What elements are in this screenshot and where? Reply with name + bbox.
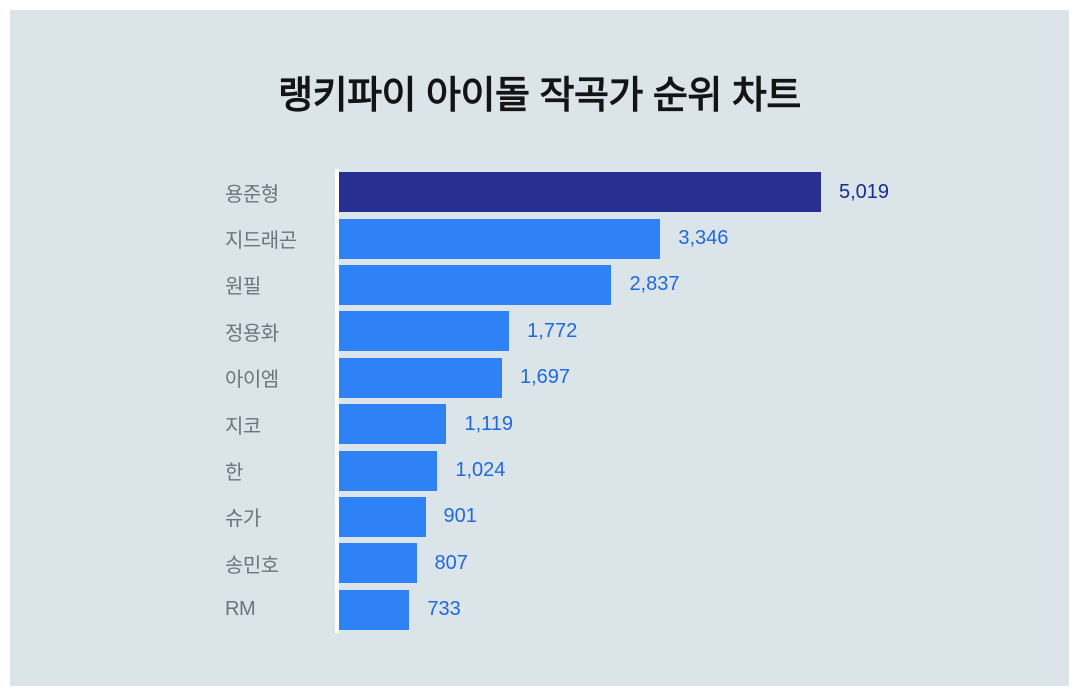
category-label: 아이엠 bbox=[225, 369, 279, 392]
bar-area: 1,697 bbox=[335, 355, 1065, 401]
bar bbox=[339, 450, 438, 491]
category-label: 지코 bbox=[225, 415, 261, 438]
bar bbox=[339, 264, 612, 305]
bar-area: 1,024 bbox=[335, 447, 1065, 493]
value-label: 5,019 bbox=[839, 180, 890, 203]
bar-chart: 용준형 5,019 지드래곤 3,346 원필 2,837 정용화 1,772 … bbox=[225, 169, 1065, 633]
value-label: 901 bbox=[443, 505, 477, 528]
chart-row: 아이엠 1,697 bbox=[225, 355, 1065, 401]
chart-panel: 랭키파이 아이돌 작곡가 순위 차트 용준형 5,019 지드래곤 3,346 … bbox=[10, 10, 1069, 686]
category-label: 한 bbox=[225, 462, 243, 485]
bar bbox=[339, 172, 821, 213]
bar-area: 5,019 bbox=[335, 169, 1065, 215]
chart-row: 용준형 5,019 bbox=[225, 169, 1065, 215]
bar-area: 807 bbox=[335, 540, 1065, 586]
category-label: 송민호 bbox=[225, 554, 279, 577]
bar bbox=[339, 311, 510, 352]
value-label: 807 bbox=[434, 551, 468, 574]
bar bbox=[339, 404, 447, 445]
bar-area: 1,772 bbox=[335, 308, 1065, 354]
bar-area: 901 bbox=[335, 494, 1065, 540]
category-label: RM bbox=[225, 598, 256, 621]
bar-area: 3,346 bbox=[335, 215, 1065, 261]
chart-title: 랭키파이 아이돌 작곡가 순위 차트 bbox=[278, 75, 801, 117]
value-label: 2,837 bbox=[629, 273, 680, 296]
chart-row: RM 733 bbox=[225, 587, 1065, 633]
bar-rows: 용준형 5,019 지드래곤 3,346 원필 2,837 정용화 1,772 … bbox=[225, 169, 1065, 633]
bar bbox=[339, 589, 410, 630]
category-label: 정용화 bbox=[225, 322, 279, 345]
value-label: 1,772 bbox=[527, 319, 578, 342]
value-label: 1,697 bbox=[519, 366, 571, 389]
category-label: 용준형 bbox=[225, 183, 279, 206]
bar-area: 1,119 bbox=[335, 401, 1065, 447]
bar-area: 733 bbox=[335, 587, 1065, 633]
bar bbox=[339, 543, 417, 584]
chart-row: 한 1,024 bbox=[225, 447, 1065, 493]
chart-row: 지코 1,119 bbox=[225, 401, 1065, 447]
y-axis-line bbox=[335, 169, 339, 633]
category-label: 지드래곤 bbox=[225, 230, 297, 253]
bar bbox=[339, 496, 426, 537]
value-label: 1,119 bbox=[464, 412, 514, 435]
value-label: 3,346 bbox=[678, 227, 729, 250]
bar bbox=[339, 218, 661, 259]
category-label: 슈가 bbox=[225, 508, 261, 531]
bar-area: 2,837 bbox=[335, 262, 1065, 308]
chart-row: 정용화 1,772 bbox=[225, 308, 1065, 354]
chart-row: 원필 2,837 bbox=[225, 262, 1065, 308]
chart-row: 지드래곤 3,346 bbox=[225, 215, 1065, 261]
chart-row: 슈가 901 bbox=[225, 494, 1065, 540]
value-label: 1,024 bbox=[455, 459, 506, 482]
value-label: 733 bbox=[427, 598, 461, 621]
category-label: 원필 bbox=[225, 276, 261, 299]
chart-row: 송민호 807 bbox=[225, 540, 1065, 586]
bar bbox=[339, 357, 502, 398]
